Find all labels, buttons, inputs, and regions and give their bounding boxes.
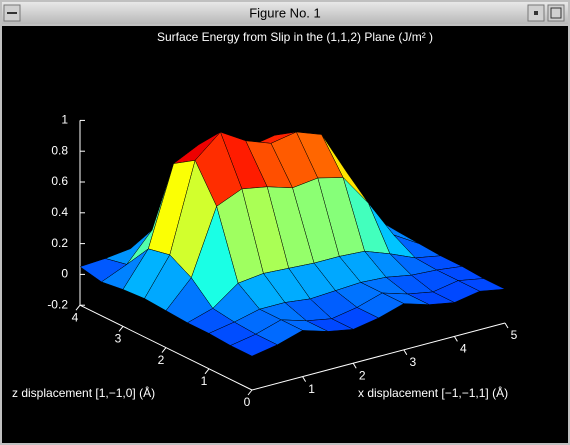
title-bar — [2, 2, 568, 24]
y-tick — [161, 347, 167, 353]
x-tick — [352, 362, 357, 369]
x-tick — [302, 376, 307, 382]
y-tick-label: 1 — [201, 374, 208, 388]
surface-patch — [229, 333, 278, 357]
y-tick — [118, 326, 124, 332]
y-tick-label: 0 — [244, 395, 251, 409]
y-tick-label: 3 — [115, 332, 122, 346]
y-tick-label: 4 — [72, 310, 79, 324]
z-tick-label: 0.2 — [51, 236, 68, 250]
x-tick — [453, 336, 458, 342]
y-tick — [204, 368, 210, 375]
x-axis — [251, 322, 506, 391]
chart-title: Surface Energy from Slip in the (1,1,2) … — [157, 30, 433, 44]
x-tick-label: 4 — [460, 342, 467, 356]
x-tick-label: 3 — [409, 355, 416, 369]
z-tick-label: 0.8 — [51, 143, 68, 157]
z-tick-label: 0.4 — [51, 205, 68, 219]
y-axis-label: z displacement [1,−1,0] (Å) — [12, 385, 155, 400]
x-tick-label: 1 — [308, 382, 315, 396]
surface-plot: 1 2 3 4 5 0 1 2 3 4 -0.2 0 0.2 0.4 0.6 0.8 1 — [47, 113, 517, 410]
x-tick — [504, 322, 509, 329]
x-tick-label: 5 — [511, 328, 518, 342]
x-axis-label: x displacement [−1,−1,1] (Å) — [358, 385, 508, 400]
z-tick-label: -0.2 — [47, 297, 68, 311]
y-tick-label: 2 — [158, 353, 165, 367]
y-tick — [75, 304, 81, 311]
maximize-button[interactable] — [547, 4, 565, 22]
x-tick-label: 2 — [359, 368, 366, 382]
minimize-icon — [534, 11, 538, 15]
window-title: Figure No. 1 — [249, 5, 321, 20]
maximize-icon — [550, 7, 562, 19]
z-tick-label: 1 — [61, 113, 68, 127]
z-tick-label: 0.6 — [51, 174, 68, 188]
x-tick — [403, 349, 408, 356]
y-tick — [247, 389, 253, 396]
z-tick-label: 0 — [61, 267, 68, 281]
